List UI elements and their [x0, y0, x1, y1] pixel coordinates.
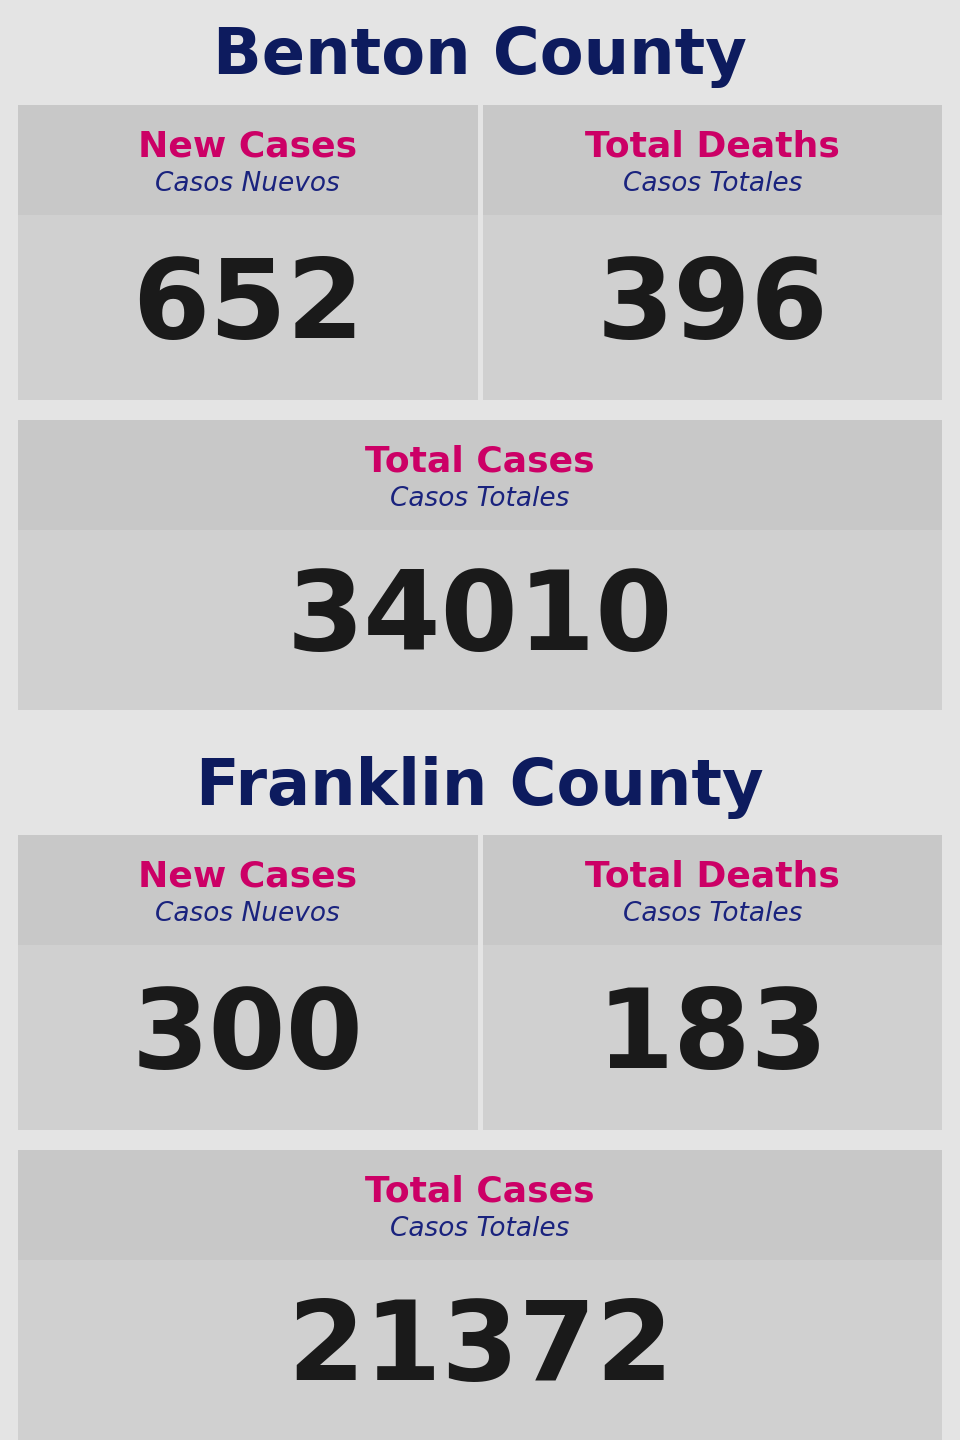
Bar	[18, 835, 477, 945]
Text: Total Deaths: Total Deaths	[585, 860, 840, 894]
Text: 34010: 34010	[287, 566, 673, 674]
Text: Casos Nuevos: Casos Nuevos	[156, 901, 340, 927]
Text: Casos Nuevos: Casos Nuevos	[156, 171, 340, 197]
Bar	[18, 1260, 942, 1440]
Text: New Cases: New Cases	[138, 860, 357, 894]
Text: Benton County: Benton County	[213, 26, 747, 88]
Bar	[18, 420, 942, 530]
Text: Casos Totales: Casos Totales	[623, 171, 802, 197]
Text: 652: 652	[132, 253, 364, 361]
Text: Total Cases: Total Cases	[365, 1175, 595, 1208]
Text: 21372: 21372	[287, 1296, 673, 1404]
Text: Franklin County: Franklin County	[196, 756, 764, 819]
Text: 396: 396	[596, 253, 828, 361]
Bar	[483, 215, 942, 400]
Text: Casos Totales: Casos Totales	[391, 1217, 569, 1243]
Text: Total Deaths: Total Deaths	[585, 130, 840, 164]
Text: 183: 183	[596, 984, 828, 1092]
Bar	[18, 215, 477, 400]
Text: New Cases: New Cases	[138, 130, 357, 164]
Bar	[18, 105, 477, 215]
Text: Casos Totales: Casos Totales	[623, 901, 802, 927]
Bar	[18, 530, 942, 710]
Bar	[483, 105, 942, 215]
Bar	[483, 945, 942, 1130]
Bar	[18, 945, 477, 1130]
Text: 300: 300	[132, 984, 364, 1092]
Text: Total Cases: Total Cases	[365, 445, 595, 478]
Text: Casos Totales: Casos Totales	[391, 487, 569, 513]
Bar	[18, 1151, 942, 1260]
Bar	[483, 835, 942, 945]
